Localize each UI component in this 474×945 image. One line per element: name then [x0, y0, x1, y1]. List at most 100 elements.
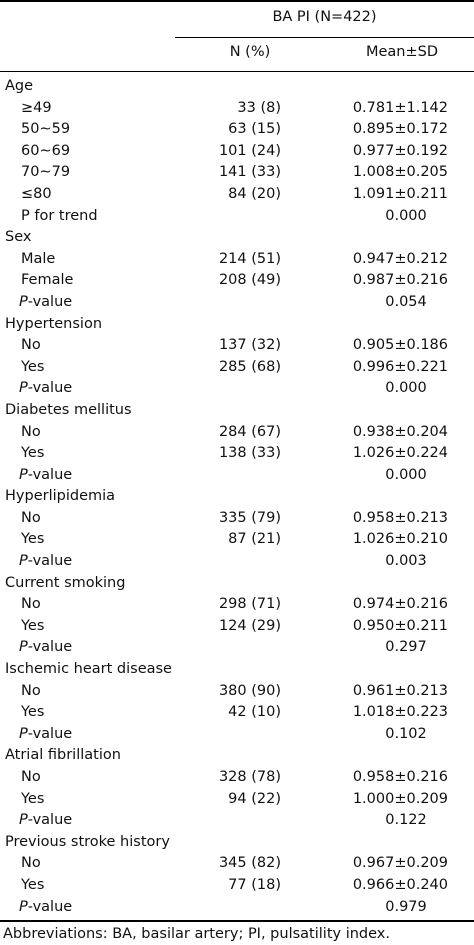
- n-percent-cell: 284 (67): [218, 423, 281, 440]
- p-value-row: P-value 0.102: [0, 724, 474, 746]
- category-label: Sex: [5, 229, 32, 246]
- category-row: Atrial fibrillation: [0, 745, 474, 767]
- p-symbol: P: [19, 380, 28, 397]
- p-value-row: P-value 0.000: [0, 378, 474, 400]
- table-row: Male 214 (51) 0.947±0.212: [0, 249, 474, 271]
- n-percent-cell: 335 (79): [218, 509, 281, 526]
- p-value-suffix: -value: [27, 898, 73, 915]
- row-label: 70∼79: [21, 164, 71, 181]
- category-label: Hypertension: [5, 315, 103, 332]
- category-row: Current smoking: [0, 573, 474, 595]
- n-percent-cell: 138 (33): [218, 445, 281, 462]
- row-label: Yes: [21, 617, 45, 634]
- mean-sd-cell: 0.958±0.213: [352, 509, 448, 526]
- p-value-cell: 0.102: [385, 725, 427, 742]
- category-label: Current smoking: [5, 574, 126, 591]
- category-label: Age: [5, 78, 34, 94]
- mean-sd-cell: 1.091±0.211: [352, 185, 448, 202]
- category-row: Sex: [0, 227, 474, 249]
- category-label: Atrial fibrillation: [5, 747, 121, 764]
- mean-sd-cell: 0.947±0.212: [352, 250, 448, 267]
- table-row: Yes 285 (68) 0.996±0.221: [0, 357, 474, 379]
- n-percent-cell: 345 (82): [218, 855, 281, 872]
- n-percent-cell: 208 (49): [218, 272, 281, 289]
- mean-sd-cell: 0.966±0.240: [352, 876, 448, 893]
- p-value-suffix: -value: [27, 812, 73, 829]
- p-value-label: P-value: [19, 551, 72, 573]
- p-value-row: P-value 0.122: [0, 810, 474, 832]
- row-label: 60∼69: [21, 142, 71, 159]
- table-row: 60∼69 101 (24) 0.977±0.192: [0, 141, 474, 163]
- p-symbol: P: [19, 466, 28, 483]
- p-value-row: P-value 0.054: [0, 292, 474, 314]
- p-value-label: P for trend: [21, 207, 98, 224]
- n-percent-cell: 124 (29): [218, 617, 281, 634]
- n-percent-cell: 380 (90): [218, 682, 281, 699]
- mean-sd-cell: 0.938±0.204: [352, 423, 448, 440]
- n-percent-cell: 328 (78): [218, 769, 281, 785]
- row-label: Yes: [21, 790, 45, 807]
- p-value-row: P-value 0.000: [0, 465, 474, 487]
- mean-sd-cell: 1.000±0.209: [352, 790, 448, 807]
- row-label: Yes: [21, 531, 45, 548]
- n-percent-cell: 84 (20): [228, 185, 281, 202]
- table-row: Female 208 (49) 0.987±0.216: [0, 270, 474, 292]
- mean-sd-cell: 1.026±0.210: [352, 531, 448, 548]
- category-label: Diabetes mellitus: [5, 401, 132, 418]
- p-symbol: P: [19, 293, 28, 310]
- top-rule: [0, 0, 474, 2]
- n-percent-cell: 214 (51): [218, 250, 281, 267]
- table-body: Age ≥49 33 (8) 0.781±1.142 50∼59 63 (15) 0.895…: [0, 76, 474, 918]
- p-symbol: P: [19, 812, 28, 829]
- row-label: Male: [21, 250, 56, 267]
- row-label: No: [21, 509, 41, 526]
- n-percent-cell: 42 (10): [228, 704, 281, 721]
- table-row: No 328 (78) 0.958±0.216: [0, 767, 474, 789]
- category-row: Ischemic heart disease: [0, 659, 474, 681]
- mean-sd-cell: 1.018±0.223: [352, 704, 448, 721]
- row-label: Yes: [21, 445, 45, 462]
- table-row: No 137 (32) 0.905±0.186: [0, 335, 474, 357]
- table-row: No 380 (90) 0.961±0.213: [0, 681, 474, 703]
- row-label: No: [21, 682, 41, 699]
- row-label: No: [21, 769, 41, 785]
- n-percent-cell: 141 (33): [218, 164, 281, 181]
- category-label: Hyperlipidemia: [5, 488, 116, 505]
- p-value-suffix: -value: [27, 553, 73, 570]
- row-label: No: [21, 855, 41, 872]
- p-value-suffix: -value: [27, 380, 73, 397]
- mean-sd-cell: 1.026±0.224: [352, 445, 448, 462]
- n-percent-cell: 285 (68): [218, 358, 281, 375]
- row-label: Yes: [21, 358, 45, 375]
- row-label: Female: [21, 272, 74, 289]
- mean-sd-cell: 0.895±0.172: [352, 121, 448, 138]
- mean-sd-cell: 0.961±0.213: [352, 682, 448, 699]
- table-row: 50∼59 63 (15) 0.895±0.172: [0, 119, 474, 141]
- table-row: ≥49 33 (8) 0.781±1.142: [0, 98, 474, 120]
- mean-sd-cell: 0.996±0.221: [352, 358, 448, 375]
- table-row: Yes 94 (22) 1.000±0.209: [0, 789, 474, 811]
- table-row: Yes 77 (18) 0.966±0.240: [0, 875, 474, 897]
- row-label: Yes: [21, 704, 45, 721]
- p-value-label: P-value: [19, 810, 72, 832]
- p-value-cell: 0.979: [385, 898, 427, 915]
- column-header-n: N (%): [229, 44, 271, 60]
- p-value-label: P-value: [19, 292, 72, 314]
- mean-sd-cell: 0.905±0.186: [352, 337, 448, 354]
- n-percent-cell: 87 (21): [228, 531, 281, 548]
- p-value-suffix: -value: [27, 639, 73, 656]
- p-symbol: P: [19, 725, 28, 742]
- p-symbol: P: [19, 898, 28, 915]
- p-value-row: P-value 0.297: [0, 637, 474, 659]
- category-label: Previous stroke history: [5, 833, 170, 850]
- n-percent-cell: 94 (22): [228, 790, 281, 807]
- p-symbol: P: [19, 639, 28, 656]
- header-rule: [0, 71, 474, 72]
- p-value-suffix: -value: [27, 293, 73, 310]
- p-value-label: P-value: [19, 637, 72, 659]
- p-value-cell: 0.003: [385, 553, 427, 570]
- table-row: Yes 42 (10) 1.018±0.223: [0, 702, 474, 724]
- p-value-suffix: -value: [27, 466, 73, 483]
- category-label: Ischemic heart disease: [5, 661, 172, 678]
